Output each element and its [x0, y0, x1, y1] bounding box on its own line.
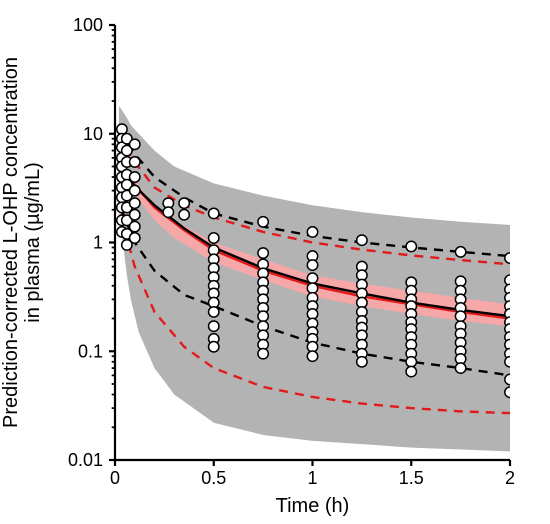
- data-point: [406, 366, 416, 376]
- data-point: [505, 253, 515, 263]
- data-point: [258, 248, 268, 258]
- data-point: [406, 357, 416, 367]
- data-point: [209, 321, 219, 331]
- data-point: [406, 241, 416, 251]
- data-point: [130, 198, 140, 208]
- pk-vpc-chart: 0 0.5 1 1.5 2 Time (h) 0.01 0.1 1 10 100 Prediction…: [0, 0, 550, 524]
- data-point: [130, 233, 140, 243]
- x-tick-label: 2: [505, 468, 515, 488]
- data-point: [505, 374, 515, 384]
- data-point: [455, 247, 465, 257]
- data-point: [179, 210, 189, 220]
- data-point: [307, 351, 317, 361]
- data-point: [209, 307, 219, 317]
- x-tick-label: 0.5: [201, 468, 226, 488]
- data-point: [258, 348, 268, 358]
- data-point: [258, 217, 268, 227]
- data-point: [357, 235, 367, 245]
- data-point: [455, 311, 465, 321]
- data-point: [130, 210, 140, 220]
- y-axis-label: Prediction-corrected L-OHP concentration…: [0, 57, 44, 428]
- data-point: [130, 185, 140, 195]
- data-point: [179, 198, 189, 208]
- x-tick-label: 1.5: [399, 468, 424, 488]
- y-tick-label: 10: [83, 124, 103, 144]
- data-point: [455, 363, 465, 373]
- x-axis-label: Time (h): [276, 495, 350, 517]
- data-point: [258, 311, 268, 321]
- y-tick-label: 0.1: [78, 341, 103, 361]
- data-point: [209, 342, 219, 352]
- y-tick-label: 1: [93, 233, 103, 253]
- data-point: [130, 157, 140, 167]
- data-point: [307, 283, 317, 293]
- data-point: [209, 233, 219, 243]
- data-point: [209, 208, 219, 218]
- data-point: [357, 357, 367, 367]
- x-tick-label: 1: [307, 468, 317, 488]
- data-point: [307, 273, 317, 283]
- data-point: [505, 387, 515, 397]
- data-point: [163, 207, 173, 217]
- data-point: [307, 227, 317, 237]
- data-point: [505, 357, 515, 367]
- x-tick-label: 0: [110, 468, 120, 488]
- y-tick-label: 100: [73, 15, 103, 35]
- data-point: [307, 260, 317, 270]
- data-point: [130, 139, 140, 149]
- data-point: [130, 172, 140, 182]
- y-tick-label: 0.01: [68, 450, 103, 470]
- data-point: [130, 221, 140, 231]
